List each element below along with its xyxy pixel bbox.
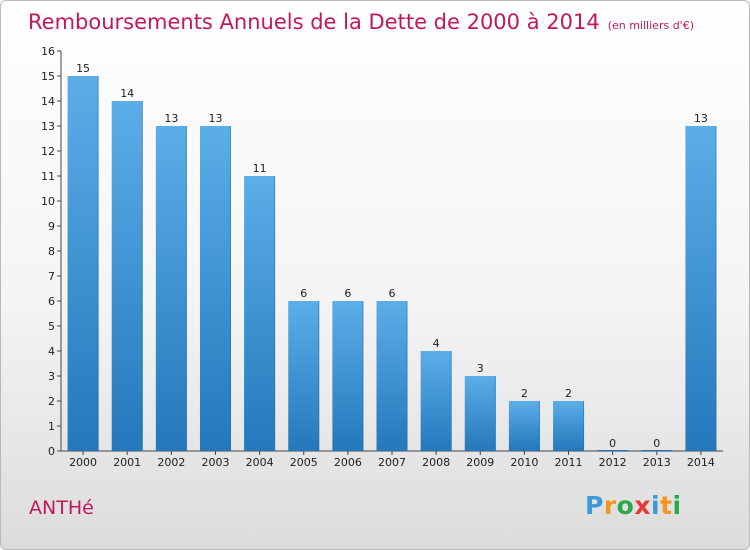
bar-edge [318, 301, 320, 451]
y-tick-label: 1 [48, 420, 55, 433]
bar-edge [406, 301, 408, 451]
value-label: 13 [164, 112, 178, 125]
logo-letter: r [603, 491, 617, 520]
bar-2008 [420, 351, 452, 451]
x-tick-label: 2013 [643, 456, 671, 469]
bar-2010 [508, 401, 540, 451]
y-tick-label: 3 [48, 370, 55, 383]
x-tick-label: 2003 [201, 456, 229, 469]
y-tick-label: 11 [41, 170, 55, 183]
y-tick-label: 15 [41, 70, 55, 83]
chart-title: Remboursements Annuels de la Dette de 20… [28, 10, 694, 34]
y-tick-label: 2 [48, 395, 55, 408]
bar-2000 [67, 76, 99, 451]
bar-edge [494, 376, 496, 451]
x-tick-label: 2012 [599, 456, 627, 469]
bar-edge [583, 401, 585, 451]
y-tick-label: 5 [48, 320, 55, 333]
value-label: 11 [253, 162, 267, 175]
y-tick-label: 6 [48, 295, 55, 308]
value-label: 4 [433, 337, 440, 350]
bar-edge [141, 101, 143, 451]
bar-2001 [111, 101, 143, 451]
value-label: 0 [653, 437, 660, 450]
value-label: 13 [694, 112, 708, 125]
bar-2005 [288, 301, 320, 451]
y-tick-label: 4 [48, 345, 55, 358]
value-label: 3 [477, 362, 484, 375]
x-tick-label: 2014 [687, 456, 715, 469]
y-tick-label: 12 [41, 145, 55, 158]
bar-edge [229, 126, 231, 451]
chart-bars: 15 14 13 13 11 6 6 6 4 3 2 2 0 0 13 [67, 62, 717, 451]
x-tick-label: 2011 [555, 456, 583, 469]
value-label: 13 [208, 112, 222, 125]
value-label: 15 [76, 62, 90, 75]
x-tick-label: 2010 [510, 456, 538, 469]
commune-name: ANTHé [29, 497, 94, 519]
bar-edge [538, 401, 540, 451]
bar-2002 [155, 126, 187, 451]
value-label: 2 [565, 387, 572, 400]
y-tick-label: 14 [41, 95, 55, 108]
x-tick-label: 2008 [422, 456, 450, 469]
logo-letter: i [651, 491, 661, 520]
bar-edge [97, 76, 99, 451]
y-tick-label: 7 [48, 270, 55, 283]
logo-letter: i [672, 491, 682, 520]
bar-edge [362, 301, 364, 451]
bar-edge [450, 351, 452, 451]
logo-letter: o [616, 491, 635, 520]
bar-2006 [332, 301, 364, 451]
value-label: 6 [389, 287, 396, 300]
x-tick-label: 2001 [113, 456, 141, 469]
bar-edge [185, 126, 187, 451]
y-tick-label: 13 [41, 120, 55, 133]
y-tick-label: 8 [48, 245, 55, 258]
chart-title-text: Remboursements Annuels de la Dette de 20… [28, 10, 600, 34]
logo-letter: P [585, 491, 604, 520]
bar-2007 [376, 301, 408, 451]
bar-2003 [199, 126, 231, 451]
x-tick-label: 2005 [290, 456, 318, 469]
x-tick-label: 2002 [157, 456, 185, 469]
y-tick-label: 0 [48, 445, 55, 458]
bar-2011 [553, 401, 585, 451]
x-tick-label: 2000 [69, 456, 97, 469]
bar-2014 [685, 126, 717, 451]
value-label: 2 [521, 387, 528, 400]
bar-edge [274, 176, 276, 451]
x-tick-label: 2006 [334, 456, 362, 469]
x-tick-label: 2007 [378, 456, 406, 469]
x-tick-label: 2009 [466, 456, 494, 469]
bar-edge [715, 126, 717, 451]
logo-letter: t [660, 491, 673, 520]
logo-letter: x [634, 491, 651, 520]
value-label: 0 [609, 437, 616, 450]
y-tick-label: 16 [41, 45, 55, 58]
proxiti-logo[interactable]: Proxiti [585, 491, 682, 520]
y-tick-label: 10 [41, 195, 55, 208]
y-tick-label: 9 [48, 220, 55, 233]
chart-subtitle: (en milliers d'€) [607, 19, 694, 32]
value-label: 6 [300, 287, 307, 300]
bar-2009 [464, 376, 496, 451]
x-tick-label: 2004 [246, 456, 274, 469]
value-label: 14 [120, 87, 134, 100]
value-label: 6 [344, 287, 351, 300]
bar-2004 [244, 176, 276, 451]
